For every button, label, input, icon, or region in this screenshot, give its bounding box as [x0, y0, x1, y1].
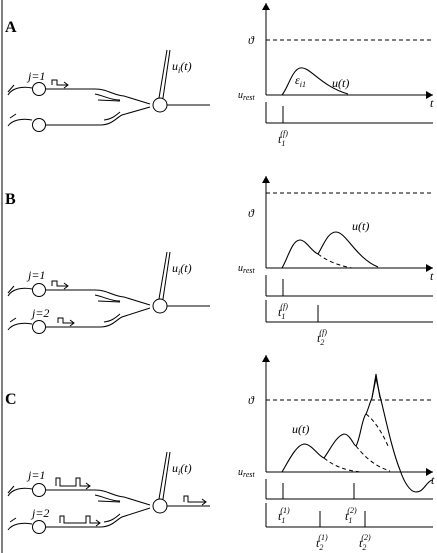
- output-spike-glyph: [183, 495, 206, 503]
- psp-tail-2: [355, 445, 391, 472]
- curve-label: u(t): [332, 76, 349, 90]
- neuron-i: [152, 298, 168, 314]
- neuron-j1: [32, 483, 46, 497]
- time-label: t: [430, 96, 434, 110]
- panel-a-plot: ϑ urest t εi1 u(t) t1(f): [238, 3, 434, 148]
- axon-j1: [46, 289, 151, 306]
- threshold-label: ϑ: [248, 206, 255, 220]
- spike-glyph: [51, 280, 68, 287]
- panel-b-network: j=1 j=2 ui(t): [7, 251, 210, 334]
- neuron-j1-label: j=1: [26, 69, 45, 83]
- neuron-j2: [32, 520, 46, 534]
- spike-time-label-3: t1(2): [345, 506, 357, 525]
- spike-glyph: [59, 515, 100, 524]
- rest-label: urest: [238, 90, 255, 102]
- spike-glyph: [57, 317, 74, 324]
- panel-a-network: j=1 ui(t): [7, 49, 210, 132]
- output-label: ui(t): [172, 461, 192, 477]
- spike-time-label-2: t2(f): [317, 328, 327, 347]
- neuron-j1-label: j=1: [26, 268, 45, 282]
- output-label: ui(t): [172, 59, 192, 75]
- neuron-i: [152, 97, 168, 113]
- curve-label: u(t): [352, 219, 369, 233]
- psp-tail-3: [365, 413, 389, 447]
- electrode: [158, 451, 168, 500]
- neuron-j1-label: j=1: [26, 468, 45, 482]
- curve-label: u(t): [292, 422, 309, 436]
- u-curve: [281, 377, 433, 493]
- axon-j2: [46, 507, 151, 528]
- neuron-j1: [32, 82, 46, 96]
- panel-c-plot: ϑ urest t u(t) t1(1) t1(2) t2(1) t2(2): [238, 355, 435, 552]
- dendrite-j2-lower: [7, 118, 33, 127]
- spike-time-label-2: t2(1): [316, 533, 328, 552]
- panel-c-network: j=1 j=2 ui(t): [7, 451, 210, 534]
- dendrite-j1-upper: [7, 86, 33, 96]
- axon-j1: [46, 88, 151, 105]
- neuron-j1: [32, 283, 46, 297]
- rest-label: urest: [238, 467, 255, 479]
- threshold-label: ϑ: [248, 393, 255, 407]
- neuron-j2-label: j=2: [30, 306, 49, 320]
- neuron-j2: [32, 320, 46, 334]
- psp-tail-1: [323, 457, 361, 473]
- panel-b-label: B: [5, 191, 16, 208]
- axon-j2: [46, 106, 151, 126]
- rest-label: urest: [238, 263, 255, 275]
- time-label: t: [431, 473, 435, 487]
- panel-a: A j=1 ui(t): [5, 3, 434, 148]
- axon-j1: [46, 489, 151, 506]
- time-label: t: [430, 269, 434, 283]
- spike-time-label-1: t1(1): [278, 506, 290, 525]
- panel-c: C j=1 j=2 ui(t): [5, 355, 435, 552]
- psp-curve: [281, 67, 349, 96]
- threshold-label: ϑ: [248, 33, 255, 47]
- u-curve: [281, 231, 379, 269]
- output-label: ui(t): [172, 261, 192, 277]
- neuron-j2: [32, 118, 46, 132]
- panel-b: B j=1 j=2 ui(t): [5, 176, 434, 347]
- epsilon-label: εi1: [295, 73, 306, 89]
- panel-a-label: A: [5, 19, 17, 36]
- axon-j2: [46, 307, 151, 328]
- panel-b-plot: ϑ urest t u(t) t1(f) t2(f): [238, 176, 434, 347]
- spike-time-label: t1(f): [278, 129, 288, 148]
- first-psp-tail: [317, 253, 353, 269]
- electrode: [158, 251, 168, 300]
- neuron-j2-label: j=2: [30, 506, 49, 520]
- spike-glyph: [55, 477, 90, 487]
- spike-glyph: [51, 79, 68, 86]
- panel-c-label: C: [5, 391, 17, 408]
- electrode: [158, 49, 168, 99]
- spike-time-label-4: t2(2): [359, 533, 371, 552]
- neuron-i: [152, 498, 168, 514]
- spike-time-label-1: t1(f): [278, 302, 288, 321]
